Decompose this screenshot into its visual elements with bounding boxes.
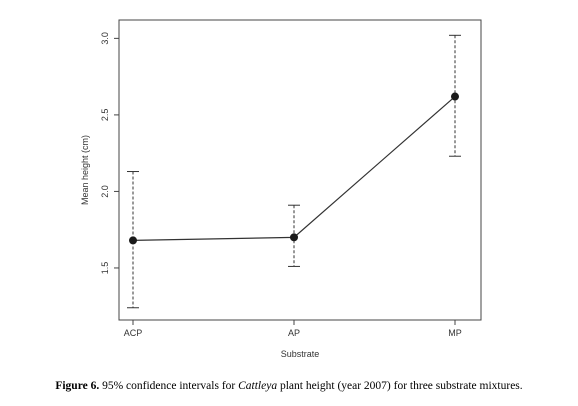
- data-point: [451, 92, 459, 101]
- x-axis: ACP AP MP: [124, 320, 462, 338]
- y-tick-label: 2.0: [100, 185, 110, 198]
- caption-text-before: 95% confidence intervals for: [99, 380, 239, 392]
- figure-caption: Figure 6. 95% confidence intervals for C…: [0, 380, 578, 392]
- series: [127, 34, 461, 309]
- caption-label: Figure 6.: [55, 380, 100, 392]
- plot-frame: [118, 19, 482, 321]
- y-tick-label: 3.0: [100, 32, 110, 45]
- data-point: [129, 236, 137, 245]
- y-tick-label: 1.5: [100, 262, 110, 275]
- y-axis-label: Mean height (cm): [80, 135, 90, 205]
- x-tick-label: AP: [288, 328, 300, 338]
- x-tick-label: ACP: [124, 328, 143, 338]
- series-line: [132, 96, 456, 242]
- data-point: [290, 233, 298, 242]
- y-tick-label: 2.5: [100, 109, 110, 122]
- caption-species: Cattleya: [238, 380, 278, 392]
- x-tick-label: MP: [448, 328, 462, 338]
- x-axis-label: Substrate: [281, 349, 320, 359]
- y-axis: 1.5 2.0 2.5 3.0: [100, 32, 119, 274]
- caption-text-after: plant height (year 2007) for three subst…: [277, 380, 523, 392]
